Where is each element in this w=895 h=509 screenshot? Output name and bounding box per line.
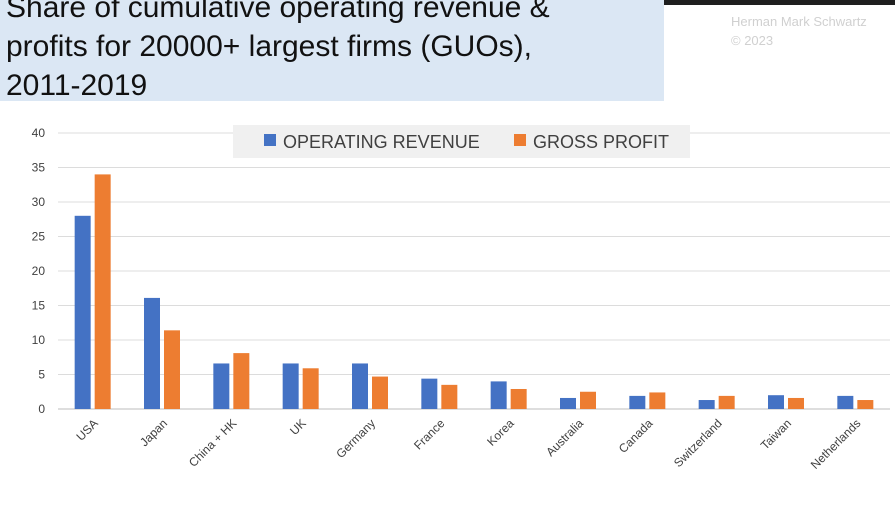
y-tick-label: 5: [38, 368, 45, 382]
bar-gross-profit: [372, 376, 388, 409]
x-axis-labels: USA Japan China + HK UK Germany France Korea Au…: [73, 416, 863, 472]
bar-operating-revenue: [698, 400, 715, 409]
bar-operating-revenue: [837, 395, 854, 409]
bar-gross-profit: [718, 395, 735, 409]
bar-operating-revenue: [490, 381, 507, 409]
legend-swatch-operating-revenue: [264, 134, 276, 146]
y-tick-label: 30: [32, 195, 46, 209]
gridlines: [58, 132, 890, 410]
x-category-label: USA: [73, 416, 100, 443]
x-category-label: Taiwan: [758, 416, 794, 452]
legend-swatch-gross-profit: [514, 134, 526, 146]
bars: [74, 174, 874, 409]
bar-gross-profit: [302, 368, 319, 409]
bar-operating-revenue: [629, 395, 646, 409]
bar-operating-revenue: [421, 378, 438, 409]
bar-operating-revenue: [74, 215, 91, 409]
bar-operating-revenue: [768, 395, 784, 409]
author-name: Herman Mark Schwartz: [731, 14, 867, 29]
legend-box: [233, 125, 690, 158]
bar-operating-revenue: [282, 363, 299, 409]
legend-label-gross-profit: GROSS PROFIT: [533, 132, 669, 152]
author-credit: Herman Mark Schwartz © 2023: [731, 12, 867, 50]
bar-gross-profit: [580, 391, 596, 409]
x-category-label: Korea: [484, 416, 517, 449]
bar-gross-profit: [164, 330, 180, 409]
bar-operating-revenue: [560, 397, 576, 409]
legend: OPERATING REVENUE GROSS PROFIT: [233, 125, 690, 158]
y-axis-ticks: 0 5 10 15 20 25 30 35 40: [32, 126, 46, 416]
chart-title: Share of cumulative operating revenue & …: [6, 0, 550, 101]
x-category-label: Canada: [616, 416, 656, 456]
bar-operating-revenue: [144, 297, 160, 409]
bar-gross-profit: [510, 388, 527, 409]
x-category-label: Netherlands: [808, 416, 864, 472]
y-tick-label: 25: [32, 230, 46, 244]
x-category-label: Japan: [137, 416, 170, 449]
bar-gross-profit: [788, 397, 804, 409]
x-category-label: Australia: [543, 416, 586, 459]
x-category-label: France: [411, 416, 448, 453]
x-category-label: Switzerland: [671, 416, 725, 470]
y-tick-label: 10: [32, 333, 46, 347]
x-category-label: China + HK: [186, 416, 240, 470]
bar-gross-profit: [649, 392, 666, 409]
y-tick-label: 35: [32, 161, 46, 175]
bar-gross-profit: [233, 353, 250, 409]
bar-operating-revenue: [213, 363, 230, 409]
y-tick-label: 40: [32, 126, 46, 140]
bar-gross-profit: [441, 384, 458, 409]
x-category-label: UK: [287, 416, 309, 438]
y-tick-label: 20: [32, 264, 46, 278]
y-tick-label: 0: [38, 402, 45, 416]
bar-gross-profit: [857, 400, 874, 409]
copyright-year: © 2023: [731, 33, 774, 48]
x-category-label: Germany: [333, 416, 378, 461]
bar-gross-profit: [94, 174, 111, 409]
legend-label-operating-revenue: OPERATING REVENUE: [283, 132, 480, 152]
title-banner: Share of cumulative operating revenue & …: [0, 0, 664, 101]
y-tick-label: 15: [32, 299, 46, 313]
bar-operating-revenue: [352, 363, 368, 409]
